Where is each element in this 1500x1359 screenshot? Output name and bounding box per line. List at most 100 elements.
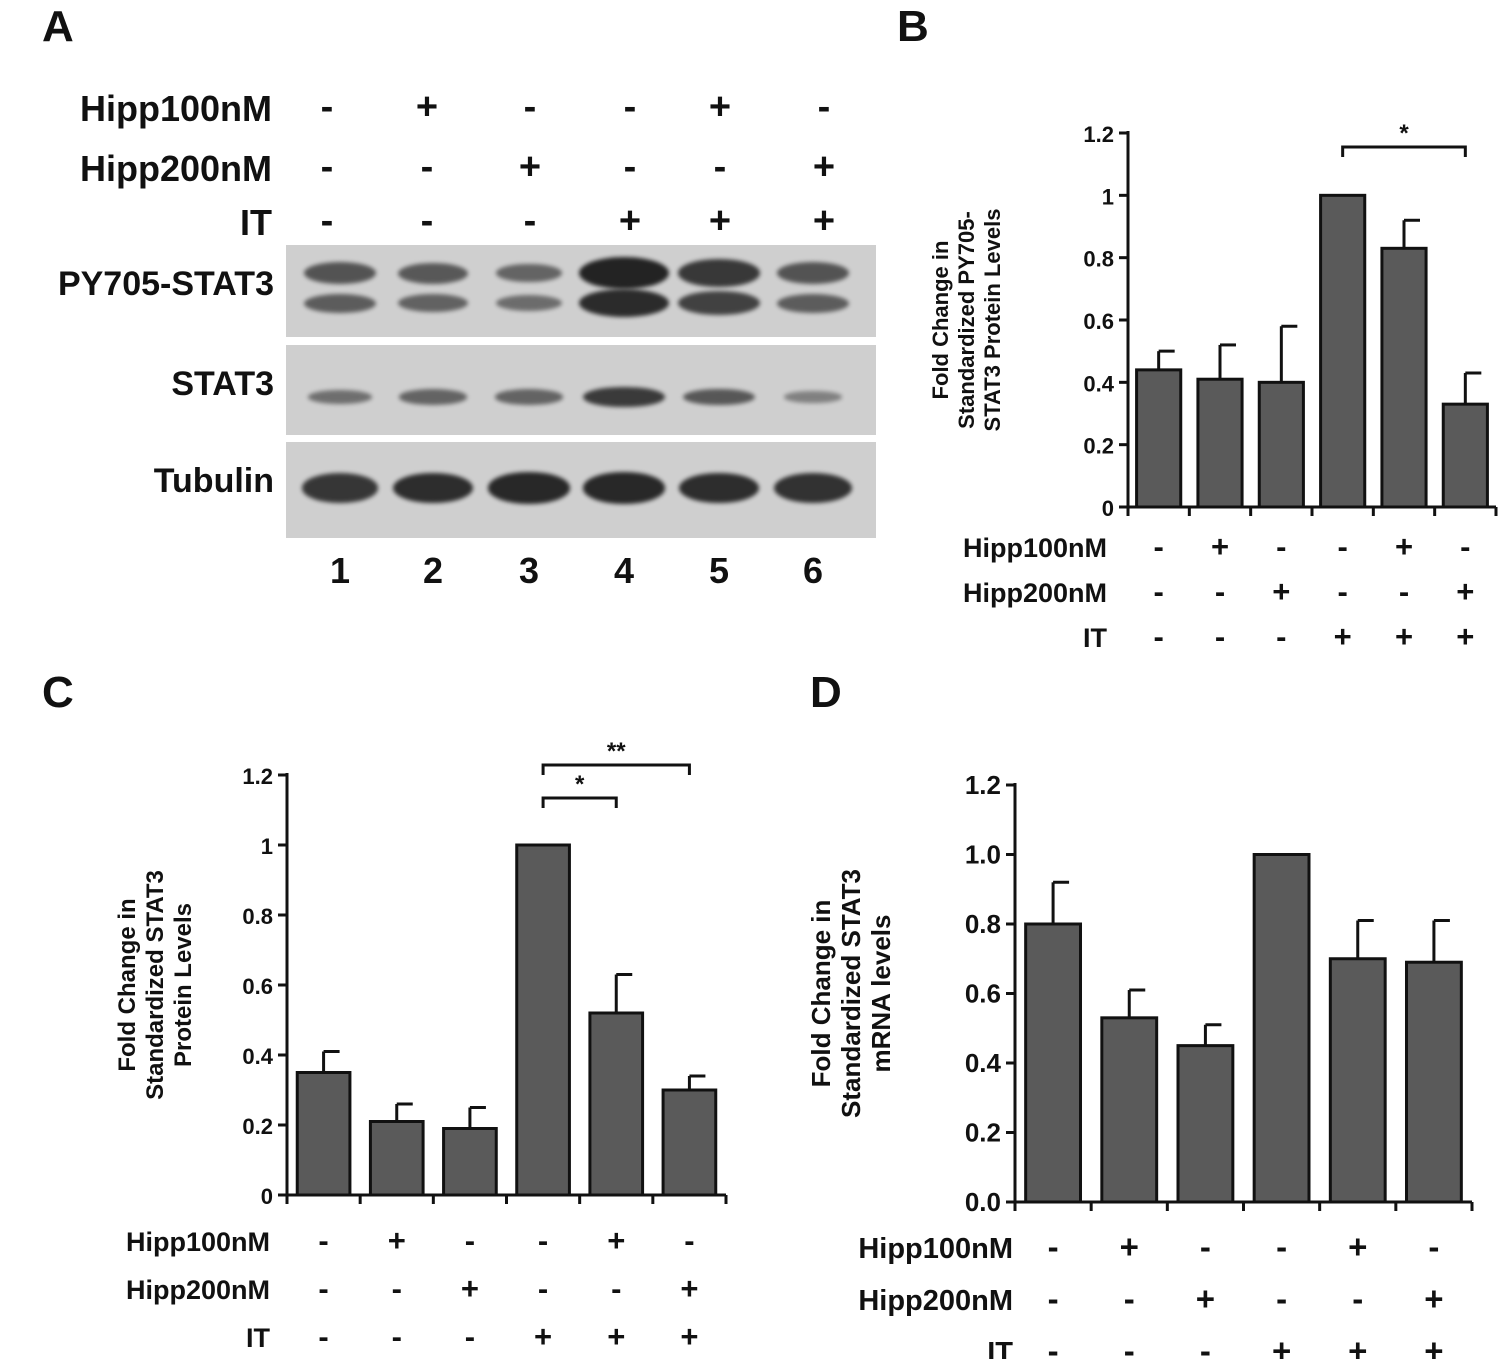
condition-label: Hipp100nM [126, 1227, 270, 1257]
py705-band-upper [398, 262, 468, 284]
lane-number: 4 [613, 550, 635, 591]
condition-sign: - [392, 1319, 402, 1354]
bar [661, 1088, 718, 1197]
bar [442, 1127, 498, 1197]
py705-band-lower [398, 294, 468, 312]
y-tick-label: 1.2 [965, 770, 1001, 800]
significance-label: * [1399, 120, 1409, 147]
sign-a-r1-l5: - [713, 146, 727, 188]
py705-band-lower [777, 293, 849, 313]
y-tick-label: 0.8 [1083, 247, 1114, 272]
sign-a-r0-l2: + [415, 86, 439, 128]
bar [368, 1120, 425, 1197]
y-axis-label: Fold Change in [114, 898, 141, 1071]
condition-sign: - [1048, 1332, 1059, 1359]
bar [295, 1071, 352, 1197]
bar [1328, 957, 1387, 1204]
condition-sign: - [1124, 1280, 1135, 1317]
condition-label: Hipp100nM [858, 1233, 1013, 1265]
condition-sign: - [1338, 574, 1348, 609]
lane-number: 1 [329, 550, 351, 591]
bar [515, 843, 571, 1197]
panel-c-letter: C [42, 668, 74, 717]
blot-stat3 [286, 345, 876, 435]
condition-sign: - [611, 1271, 621, 1306]
condition-sign: - [1154, 529, 1164, 564]
py705-band-upper [304, 261, 376, 285]
y-tick-label: 0.8 [242, 904, 273, 929]
bar [1257, 380, 1305, 509]
py705-band-upper [496, 263, 562, 283]
condition-sign: + [534, 1319, 552, 1354]
sign-a-r0-l6: - [817, 86, 831, 128]
condition-sign: + [388, 1223, 406, 1258]
sign-a-r0-l4: - [623, 86, 637, 128]
bar [1100, 1016, 1159, 1204]
condition-sign: + [1348, 1332, 1367, 1359]
sign-a-r2-l4: + [618, 200, 642, 242]
condition-sign: - [538, 1271, 548, 1306]
bar [1252, 853, 1311, 1204]
condition-sign: + [1348, 1228, 1367, 1265]
condition-sign: - [1276, 1228, 1287, 1265]
condition-sign: - [318, 1319, 328, 1354]
y-tick-label: 1.2 [242, 764, 273, 789]
tubulin-band [487, 472, 571, 504]
condition-sign: - [1352, 1280, 1363, 1317]
condition-sign: - [1276, 619, 1286, 654]
bar [588, 1011, 645, 1197]
stat3-band [683, 388, 755, 406]
lane-number: 5 [708, 550, 730, 591]
significance-label: * [575, 771, 585, 798]
blot-label-stat3: STAT3 [171, 365, 274, 403]
y-tick-label: 0 [261, 1184, 273, 1209]
sign-a-r1-l2: - [420, 146, 434, 188]
py705-band-lower [496, 295, 562, 311]
lane-number: 3 [518, 550, 540, 591]
condition-sign: - [465, 1319, 475, 1354]
chart-b: 0 0.2 0.4 0.6 0.8 1 1.2 * Fold Change in Standard… [928, 120, 1498, 654]
stat3-band [784, 391, 842, 403]
condition-sign: + [1395, 619, 1413, 654]
condition-sign: + [1120, 1228, 1139, 1265]
tubulin-band [678, 472, 760, 504]
condition-sign: - [1048, 1280, 1059, 1317]
y-tick-label: 0.4 [242, 1044, 273, 1069]
cond-label-hipp200: Hipp200nM [79, 148, 272, 189]
condition-sign: + [1272, 1332, 1291, 1359]
condition-sign: + [1424, 1280, 1443, 1317]
condition-sign: + [1395, 529, 1413, 564]
condition-sign: + [1196, 1280, 1215, 1317]
condition-sign: + [461, 1271, 479, 1306]
py705-band-lower [304, 293, 376, 313]
py705-band-upper [678, 259, 760, 287]
condition-sign: - [1460, 529, 1470, 564]
stat3-band [583, 386, 665, 408]
stat3-band [399, 389, 467, 405]
cond-label-it: IT [240, 202, 272, 243]
condition-sign: - [1276, 529, 1286, 564]
py705-band-upper [777, 261, 849, 285]
stat3-band [495, 389, 563, 405]
y-tick-label: 0.4 [1083, 371, 1114, 396]
chart-d: 0.0 0.2 0.4 0.6 0.8 1.0 1.2 Fold Change in Stand… [806, 770, 1474, 1359]
condition-sign: + [1334, 619, 1352, 654]
condition-sign: - [392, 1271, 402, 1306]
y-tick-label: 1.2 [1083, 122, 1114, 147]
sign-a-r1-l4: - [623, 146, 637, 188]
condition-sign: - [318, 1271, 328, 1306]
y-axis-label: mRNA levels [866, 915, 896, 1073]
y-tick-label: 1 [261, 834, 273, 859]
sign-a-r0-l3: - [523, 86, 537, 128]
bar [1319, 193, 1367, 509]
bar [1024, 922, 1083, 1204]
significance-bracket [541, 796, 618, 808]
y-tick-label: 1 [1102, 184, 1114, 209]
sign-a-r1-l1: - [320, 146, 334, 188]
y-tick-label: 0.6 [1083, 309, 1114, 334]
sign-a-r2-l6: + [812, 200, 836, 242]
condition-sign: - [1154, 574, 1164, 609]
sign-a-r2-l3: - [523, 200, 537, 242]
condition-label: Hipp100nM [963, 533, 1107, 563]
condition-label: Hipp200nM [963, 578, 1107, 608]
